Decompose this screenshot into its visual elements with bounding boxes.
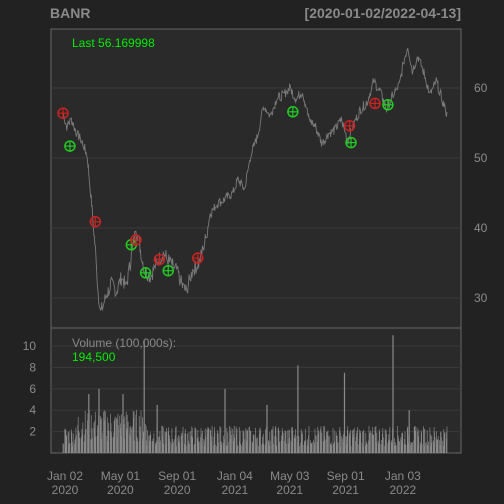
date-tick-year: 2020 [107, 483, 134, 497]
buy-signal-marker [382, 99, 394, 111]
date-tick-year: 2022 [389, 483, 416, 497]
date-range-title: [2020-01-02/2022-04-13] [304, 5, 461, 21]
buy-signal-marker [64, 140, 76, 152]
date-tick-year: 2021 [276, 483, 303, 497]
sell-signal-marker [130, 234, 142, 246]
volume-tick-label: 4 [29, 403, 36, 417]
price-tick-label: 40 [474, 221, 488, 235]
sell-signal-marker [153, 253, 166, 266]
sell-signal-marker [343, 120, 356, 132]
symbol-title: BANR [50, 5, 91, 21]
sell-signal-marker [192, 252, 204, 264]
price-tick-label: 30 [474, 291, 488, 305]
date-tick-label: Sep 01 [158, 469, 196, 483]
price-tick-label: 50 [474, 151, 488, 165]
volume-panel: 2 4 6 8 10 [23, 327, 462, 454]
buy-signal-marker [162, 264, 174, 277]
volume-tick-label: 8 [29, 360, 36, 374]
price-tick-label: 60 [474, 81, 488, 95]
buy-signal-marker [287, 106, 299, 118]
sell-signal-marker [57, 107, 69, 119]
date-tick-label: Jan 02 [47, 469, 83, 483]
date-tick-label: Jan 03 [385, 469, 421, 483]
date-tick-label: Sep 01 [327, 469, 365, 483]
price-panel: 30 40 50 60 [50, 28, 488, 329]
last-price-label: Last 56.169998 [72, 36, 155, 50]
date-tick-year: 2020 [164, 483, 191, 497]
volume-tick-label: 10 [23, 339, 37, 353]
volume-tick-label: 6 [29, 382, 36, 396]
date-tick-label: Jan 04 [217, 469, 253, 483]
volume-tick-label: 2 [29, 425, 36, 439]
date-tick-label: May 01 [101, 469, 141, 483]
volume-title-label: Volume (100,000s): [72, 336, 176, 350]
sell-signal-marker [89, 215, 102, 228]
date-tick-label: May 03 [270, 469, 310, 483]
date-tick-year: 2020 [52, 483, 79, 497]
price-panel-frame [50, 28, 462, 329]
date-tick-year: 2021 [221, 483, 248, 497]
sell-signal-marker [369, 97, 381, 110]
buy-signal-marker [139, 267, 152, 279]
buy-signal-marker [345, 136, 357, 149]
date-tick-year: 2021 [332, 483, 359, 497]
volume-last-value: 194,500 [72, 350, 116, 364]
